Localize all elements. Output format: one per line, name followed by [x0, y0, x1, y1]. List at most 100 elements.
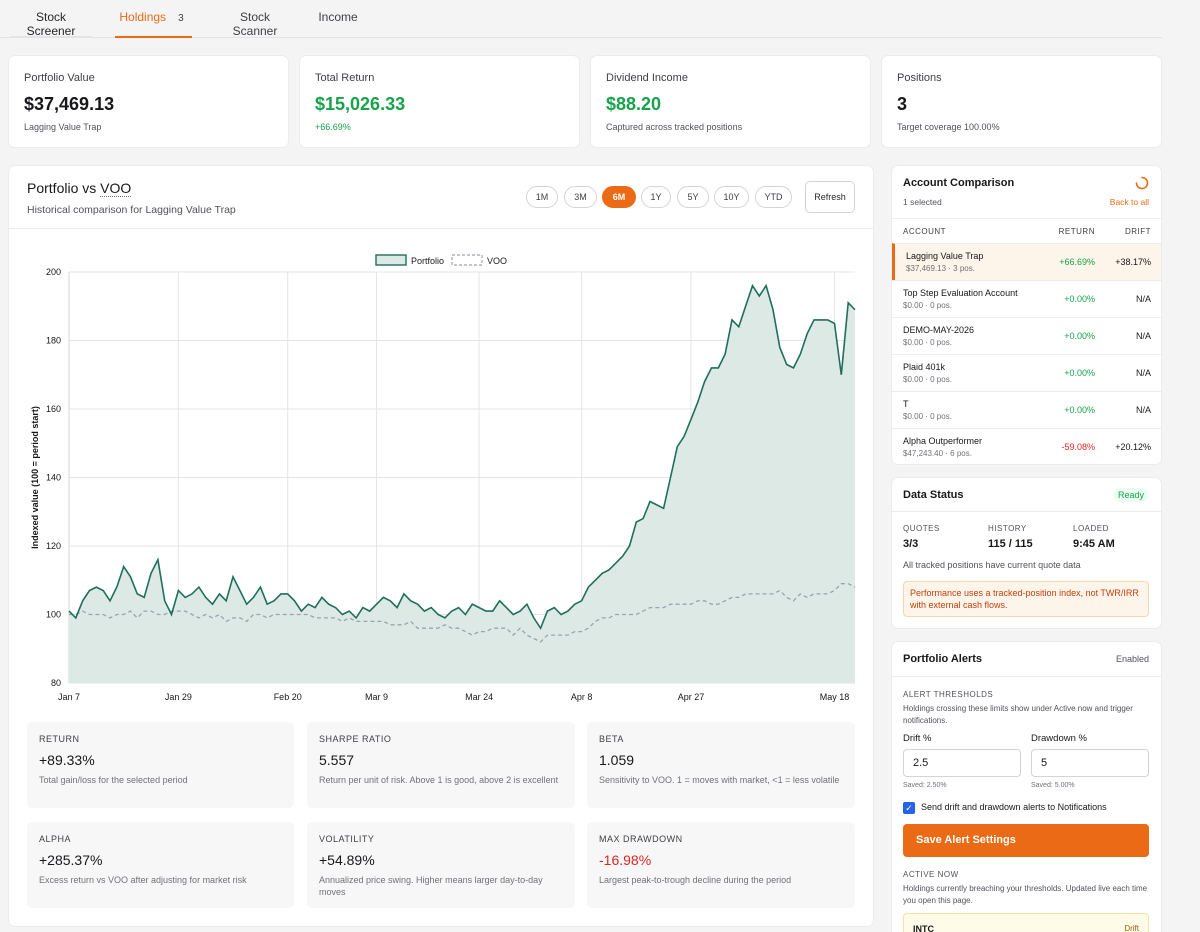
account-summary: $37,469.13 · 3 pos.: [906, 264, 975, 273]
range-button-3m[interactable]: 3M: [564, 186, 597, 208]
divider: [892, 676, 1161, 677]
account-return: +66.69%: [1059, 257, 1095, 267]
x-tick-label: Jan 7: [58, 692, 80, 702]
data-status-title: Data Status: [903, 489, 964, 501]
stat-card-portfolio-value: Portfolio Value $37,469.13 Lagging Value…: [9, 56, 288, 147]
metric-label: BETA: [599, 734, 624, 744]
metric-description: Annualized price swing. Higher means lar…: [319, 875, 543, 897]
range-button-6m[interactable]: 6M: [602, 186, 636, 208]
series-line-portfolio: [68, 283, 856, 630]
save-alert-settings-button[interactable]: Save Alert Settings: [903, 824, 1149, 857]
account-row[interactable]: Lagging Value Trap $37,469.13 · 3 pos. +…: [892, 243, 1161, 280]
account-comparison-panel: Account Comparison 1 selected Back to al…: [892, 166, 1161, 464]
refresh-button[interactable]: Refresh: [805, 181, 855, 213]
account-summary: $0.00 · 0 pos.: [903, 301, 952, 310]
metric-card-return: RETURN +89.33% Total gain/loss for the s…: [27, 722, 294, 808]
active-alert-item[interactable]: INTC Drift: [903, 913, 1149, 932]
metric-card-max-drawdown: MAX DRAWDOWN -16.98% Largest peak-to-tro…: [587, 822, 855, 908]
account-row[interactable]: Plaid 401k $0.00 · 0 pos. +0.00% N/A: [892, 354, 1161, 391]
metric-label: MAX DRAWDOWN: [599, 834, 683, 844]
quotes-label: QUOTES: [903, 524, 940, 533]
notifications-checkbox[interactable]: ✓: [903, 802, 915, 814]
account-row[interactable]: Alpha Outperformer $47,243.40 · 6 pos. -…: [892, 428, 1161, 465]
account-drift: N/A: [1135, 331, 1151, 341]
account-drift: N/A: [1135, 405, 1151, 415]
metric-value: -16.98%: [599, 852, 652, 868]
loaded-label: LOADED: [1073, 524, 1109, 533]
back-to-all-link[interactable]: Back to all: [1109, 197, 1149, 207]
tab-stock-scanner[interactable]: Stock Scanner: [218, 0, 292, 38]
legend-label-portfolio: Portfolio: [411, 256, 444, 266]
column-header-drift: DRIFT: [1124, 227, 1151, 236]
performance-warning: Performance uses a tracked-position inde…: [903, 581, 1149, 617]
y-tick-label: 120: [46, 541, 61, 551]
loaded-value: 9:45 AM: [1073, 538, 1115, 550]
metric-card-volatility: VOLATILITY +54.89% Annualized price swin…: [307, 822, 575, 908]
account-summary: $47,243.40 · 6 pos.: [903, 449, 972, 458]
account-row[interactable]: DEMO-MAY-2026 $0.00 · 0 pos. +0.00% N/A: [892, 317, 1161, 354]
tab-stock-screener[interactable]: Stock Screener: [10, 0, 92, 38]
metric-description: Largest peak-to-trough decline during th…: [599, 875, 792, 885]
status-badge: Ready: [1112, 488, 1149, 502]
legend-label-voo: VOO: [487, 256, 507, 266]
metric-label: SHARPE RATIO: [319, 734, 392, 744]
legend-swatch-portfolio: [375, 254, 407, 266]
range-button-10y[interactable]: 10Y: [714, 186, 749, 208]
series-area-portfolio: [69, 285, 855, 683]
account-summary: $0.00 · 0 pos.: [903, 338, 952, 347]
y-tick-label: 80: [51, 678, 61, 688]
account-name: DEMO-MAY-2026: [903, 325, 975, 335]
metric-value: 1.059: [599, 752, 635, 768]
history-value: 115 / 115: [988, 538, 1033, 550]
portfolio-alerts-panel: Portfolio Alerts Enabled ALERT THRESHOLD…: [892, 642, 1161, 932]
drift-label: Drift %: [903, 733, 932, 744]
drawdown-saved: Saved: 5.00%: [1031, 782, 1075, 789]
account-row[interactable]: Top Step Evaluation Account $0.00 · 0 po…: [892, 280, 1161, 317]
stat-subtext: Lagging Value Trap: [24, 122, 102, 132]
stat-card-positions: Positions 3 Target coverage 100.00%: [882, 56, 1161, 147]
active-now-label: ACTIVE NOW: [903, 870, 959, 879]
stat-label: Portfolio Value: [24, 72, 95, 84]
y-tick-label: 160: [46, 404, 61, 414]
drawdown-label: Drawdown %: [1031, 733, 1087, 744]
range-button-1m[interactable]: 1M: [526, 186, 558, 208]
account-name: Alpha Outperformer: [903, 436, 983, 446]
drift-saved: Saved: 2.50%: [903, 782, 947, 789]
account-drift: +38.17%: [1115, 257, 1151, 267]
account-name: Top Step Evaluation Account: [903, 288, 1018, 298]
metric-description: Return per unit of risk. Above 1 is good…: [319, 775, 559, 785]
stat-value: $15,026.33: [315, 94, 406, 114]
y-tick-label: 200: [46, 267, 61, 277]
account-row[interactable]: T $0.00 · 0 pos. +0.00% N/A: [892, 391, 1161, 428]
x-tick-label: Jan 29: [165, 692, 192, 702]
tab-income[interactable]: Income: [318, 0, 358, 38]
performance-chart-panel: Portfolio vs VOO Historical comparison f…: [9, 166, 873, 926]
tab-holdings[interactable]: Holdings 3: [115, 0, 192, 38]
stat-card-dividend-income: Dividend Income $88.20 Captured across t…: [591, 56, 870, 147]
account-name: Lagging Value Trap: [906, 251, 984, 261]
benchmark-selector[interactable]: VOO: [100, 180, 132, 197]
chart-subtitle: Historical comparison for Lagging Value …: [27, 204, 236, 216]
x-tick-label: Mar 24: [465, 692, 493, 702]
quotes-value: 3/3: [903, 538, 919, 550]
metric-description: Total gain/loss for the selected period: [39, 775, 188, 785]
range-button-ytd[interactable]: YTD: [755, 186, 792, 208]
history-label: HISTORY: [988, 524, 1027, 533]
drawdown-input[interactable]: 5: [1031, 749, 1149, 777]
range-button-1y[interactable]: 1Y: [641, 186, 671, 208]
metric-card-beta: BETA 1.059 Sensitivity to VOO. 1 = moves…: [587, 722, 855, 808]
chart-title-prefix: Portfolio vs: [27, 180, 97, 196]
metric-card-alpha: ALPHA +285.37% Excess return vs VOO afte…: [27, 822, 294, 908]
column-header-return: RETURN: [1058, 227, 1095, 236]
main-tabs: Stock Screener Holdings 3 Stock Scanner I…: [0, 0, 1162, 38]
stat-card-total-return: Total Return $15,026.33 +66.69%: [300, 56, 579, 147]
metric-value: 5.557: [319, 752, 355, 768]
stat-subtext: Captured across tracked positions: [606, 122, 743, 132]
chart-title: Portfolio vs VOO: [27, 180, 132, 197]
metric-label: ALPHA: [39, 834, 72, 844]
drift-input[interactable]: 2.5: [903, 749, 1021, 777]
y-tick-label: 140: [46, 473, 61, 483]
range-button-5y[interactable]: 5Y: [677, 186, 709, 208]
tab-label: Stock Scanner: [232, 10, 278, 38]
chart-header-divider: [9, 228, 873, 229]
